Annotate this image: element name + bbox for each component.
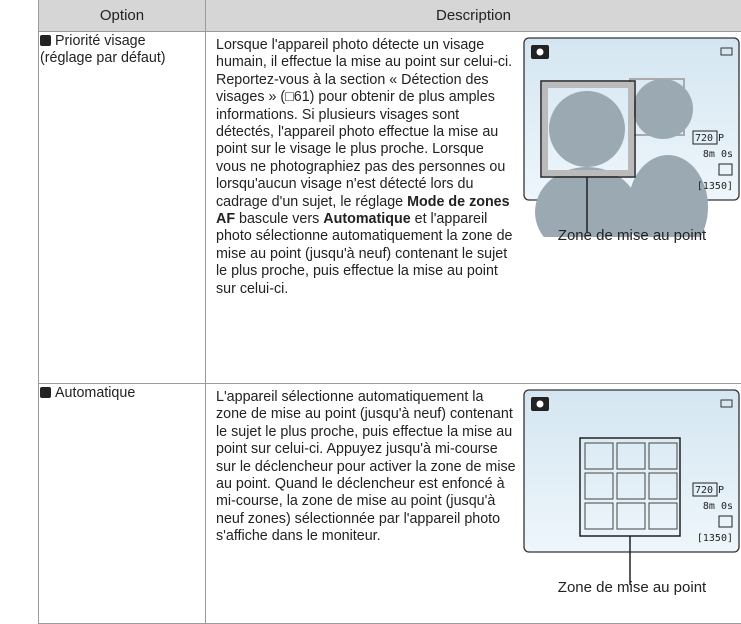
text: L'appareil sélectionne automatiquement l… — [216, 389, 516, 544]
option-icon — [40, 35, 51, 46]
screen-label: 8m 0s — [703, 149, 733, 160]
screen-label: P — [718, 133, 724, 144]
text: bascule vers — [235, 211, 323, 227]
camera-screen: 720 P 8m 0s [1350] — [523, 389, 741, 589]
screen-label: 8m 0s — [703, 501, 733, 512]
bold-text: Automatique — [323, 211, 410, 227]
figure: 720 P 8m 0s [1350] Zone de mise au point — [523, 389, 741, 596]
table-body: Priorité visage(réglage par défaut) 720 P 8… — [39, 32, 741, 624]
option-cell: Priorité visage(réglage par défaut) — [39, 32, 206, 384]
text: Lorsque l'appareil photo détecte un visa… — [216, 37, 512, 210]
screen-label: P — [718, 485, 724, 496]
screen-label: 720 — [695, 133, 713, 144]
face — [549, 91, 625, 167]
screen-label: [1350] — [697, 533, 733, 544]
mode-icon — [537, 49, 544, 56]
header-cell: Option — [39, 0, 206, 32]
screen-frame — [524, 390, 739, 552]
header-cell: Description — [206, 0, 741, 32]
header-row: Option Description — [39, 0, 741, 32]
figure-caption: Zone de mise au point — [523, 579, 741, 596]
option-text: (réglage par défaut) — [40, 50, 204, 67]
description-cell: 720 P 8m 0s [1350] Zone de mise au point L'ap… — [206, 384, 741, 624]
face — [633, 79, 693, 139]
option-text: Automatique — [40, 385, 204, 402]
table-row: Automatique 720 P 8m 0s [1350] Zone de mise a… — [39, 384, 741, 624]
screen-label: [1350] — [697, 181, 733, 192]
screen-label: 720 — [695, 485, 713, 496]
option-icon — [40, 387, 51, 398]
option-table: Option Description Priorité visage(régla… — [38, 0, 741, 624]
mode-icon — [537, 401, 544, 408]
table-row: Priorité visage(réglage par défaut) 720 P 8… — [39, 32, 741, 384]
option-cell: Automatique — [39, 384, 206, 624]
option-text: Priorité visage — [40, 33, 204, 50]
camera-screen: 720 P 8m 0s [1350] — [523, 37, 741, 237]
